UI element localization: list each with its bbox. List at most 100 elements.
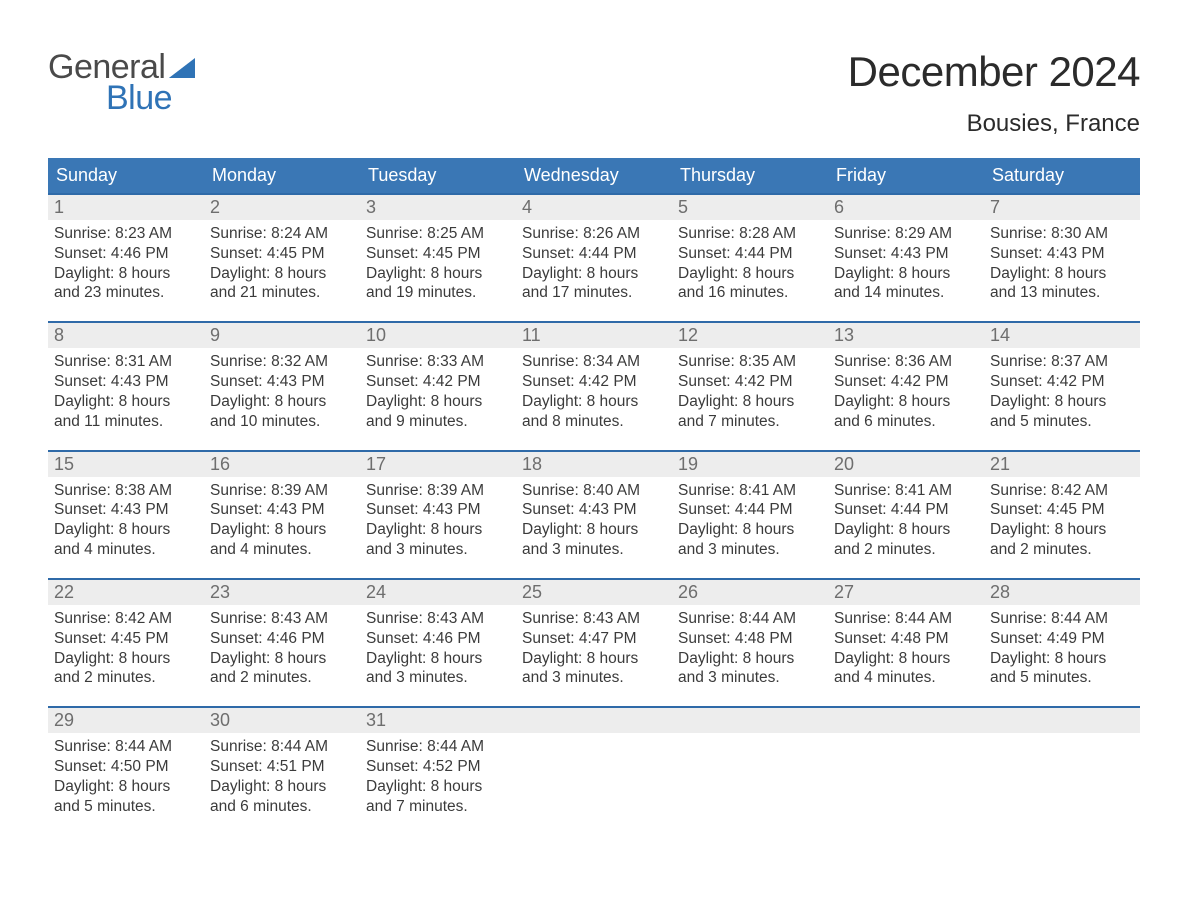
calendar: Sunday Monday Tuesday Wednesday Thursday… [48, 158, 1140, 817]
sunset-text: Sunset: 4:44 PM [678, 500, 822, 520]
daylight-text: Daylight: 8 hours [210, 264, 354, 284]
daylight-text: and 13 minutes. [990, 283, 1134, 303]
day-cell: 6Sunrise: 8:29 AMSunset: 4:43 PMDaylight… [828, 195, 984, 303]
day-content: Sunrise: 8:26 AMSunset: 4:44 PMDaylight:… [516, 220, 672, 303]
daylight-text: and 16 minutes. [678, 283, 822, 303]
day-number: 12 [672, 323, 828, 348]
sunrise-text: Sunrise: 8:24 AM [210, 224, 354, 244]
day-content: Sunrise: 8:24 AMSunset: 4:45 PMDaylight:… [204, 220, 360, 303]
daylight-text: and 7 minutes. [678, 412, 822, 432]
day-cell: 30Sunrise: 8:44 AMSunset: 4:51 PMDayligh… [204, 708, 360, 816]
sunrise-text: Sunrise: 8:32 AM [210, 352, 354, 372]
day-cell: 22Sunrise: 8:42 AMSunset: 4:45 PMDayligh… [48, 580, 204, 688]
sunrise-text: Sunrise: 8:44 AM [678, 609, 822, 629]
day-number: 23 [204, 580, 360, 605]
daylight-text: Daylight: 8 hours [210, 777, 354, 797]
day-number: 29 [48, 708, 204, 733]
sunrise-text: Sunrise: 8:25 AM [366, 224, 510, 244]
sunrise-text: Sunrise: 8:43 AM [210, 609, 354, 629]
day-number: 27 [828, 580, 984, 605]
sunrise-text: Sunrise: 8:23 AM [54, 224, 198, 244]
daylight-text: Daylight: 8 hours [834, 649, 978, 669]
day-content: Sunrise: 8:42 AMSunset: 4:45 PMDaylight:… [48, 605, 204, 688]
day-content: Sunrise: 8:37 AMSunset: 4:42 PMDaylight:… [984, 348, 1140, 431]
day-number: 4 [516, 195, 672, 220]
day-number: 18 [516, 452, 672, 477]
daylight-text: Daylight: 8 hours [678, 649, 822, 669]
day-number: 2 [204, 195, 360, 220]
sunset-text: Sunset: 4:52 PM [366, 757, 510, 777]
sunrise-text: Sunrise: 8:44 AM [366, 737, 510, 757]
sunrise-text: Sunrise: 8:29 AM [834, 224, 978, 244]
daylight-text: Daylight: 8 hours [834, 520, 978, 540]
daylight-text: and 7 minutes. [366, 797, 510, 817]
day-content: Sunrise: 8:40 AMSunset: 4:43 PMDaylight:… [516, 477, 672, 560]
sunset-text: Sunset: 4:47 PM [522, 629, 666, 649]
day-content: Sunrise: 8:29 AMSunset: 4:43 PMDaylight:… [828, 220, 984, 303]
day-content: Sunrise: 8:41 AMSunset: 4:44 PMDaylight:… [828, 477, 984, 560]
daylight-text: and 2 minutes. [54, 668, 198, 688]
day-number: 7 [984, 195, 1140, 220]
daylight-text: and 4 minutes. [54, 540, 198, 560]
day-number: 19 [672, 452, 828, 477]
sunset-text: Sunset: 4:45 PM [366, 244, 510, 264]
sunrise-text: Sunrise: 8:44 AM [990, 609, 1134, 629]
day-cell: 18Sunrise: 8:40 AMSunset: 4:43 PMDayligh… [516, 452, 672, 560]
sunset-text: Sunset: 4:44 PM [834, 500, 978, 520]
sunset-text: Sunset: 4:45 PM [210, 244, 354, 264]
daylight-text: and 11 minutes. [54, 412, 198, 432]
daylight-text: and 3 minutes. [366, 668, 510, 688]
daylight-text: and 3 minutes. [678, 668, 822, 688]
day-cell: 23Sunrise: 8:43 AMSunset: 4:46 PMDayligh… [204, 580, 360, 688]
day-cell: . [516, 708, 672, 816]
day-number: 25 [516, 580, 672, 605]
sunset-text: Sunset: 4:44 PM [522, 244, 666, 264]
daylight-text: Daylight: 8 hours [366, 520, 510, 540]
day-content: Sunrise: 8:44 AMSunset: 4:49 PMDaylight:… [984, 605, 1140, 688]
day-number: 8 [48, 323, 204, 348]
day-content: Sunrise: 8:43 AMSunset: 4:46 PMDaylight:… [360, 605, 516, 688]
day-content: Sunrise: 8:42 AMSunset: 4:45 PMDaylight:… [984, 477, 1140, 560]
flag-icon [169, 58, 195, 78]
daylight-text: and 6 minutes. [210, 797, 354, 817]
daylight-text: Daylight: 8 hours [990, 392, 1134, 412]
daylight-text: Daylight: 8 hours [366, 649, 510, 669]
day-content: Sunrise: 8:32 AMSunset: 4:43 PMDaylight:… [204, 348, 360, 431]
daylight-text: Daylight: 8 hours [54, 264, 198, 284]
week-row: 29Sunrise: 8:44 AMSunset: 4:50 PMDayligh… [48, 706, 1140, 816]
day-cell: 17Sunrise: 8:39 AMSunset: 4:43 PMDayligh… [360, 452, 516, 560]
weekday-header: Monday [204, 158, 360, 193]
sunrise-text: Sunrise: 8:34 AM [522, 352, 666, 372]
day-content: Sunrise: 8:28 AMSunset: 4:44 PMDaylight:… [672, 220, 828, 303]
sunset-text: Sunset: 4:43 PM [54, 500, 198, 520]
day-content: Sunrise: 8:38 AMSunset: 4:43 PMDaylight:… [48, 477, 204, 560]
daylight-text: and 3 minutes. [522, 540, 666, 560]
daylight-text: Daylight: 8 hours [210, 520, 354, 540]
daylight-text: Daylight: 8 hours [522, 649, 666, 669]
sunrise-text: Sunrise: 8:41 AM [678, 481, 822, 501]
daylight-text: and 23 minutes. [54, 283, 198, 303]
daylight-text: and 2 minutes. [834, 540, 978, 560]
daylight-text: and 10 minutes. [210, 412, 354, 432]
day-cell: 8Sunrise: 8:31 AMSunset: 4:43 PMDaylight… [48, 323, 204, 431]
daylight-text: and 2 minutes. [210, 668, 354, 688]
sunset-text: Sunset: 4:42 PM [678, 372, 822, 392]
day-number: 21 [984, 452, 1140, 477]
day-number: 9 [204, 323, 360, 348]
daylight-text: and 6 minutes. [834, 412, 978, 432]
daylight-text: and 5 minutes. [990, 668, 1134, 688]
daylight-text: and 21 minutes. [210, 283, 354, 303]
sunset-text: Sunset: 4:46 PM [54, 244, 198, 264]
day-number: 6 [828, 195, 984, 220]
header: General Blue December 2024 Bousies, Fran… [48, 48, 1140, 152]
daylight-text: and 14 minutes. [834, 283, 978, 303]
day-cell: 4Sunrise: 8:26 AMSunset: 4:44 PMDaylight… [516, 195, 672, 303]
daylight-text: and 4 minutes. [210, 540, 354, 560]
sunset-text: Sunset: 4:45 PM [990, 500, 1134, 520]
day-cell: 5Sunrise: 8:28 AMSunset: 4:44 PMDaylight… [672, 195, 828, 303]
daylight-text: and 4 minutes. [834, 668, 978, 688]
day-cell: 9Sunrise: 8:32 AMSunset: 4:43 PMDaylight… [204, 323, 360, 431]
daylight-text: Daylight: 8 hours [990, 520, 1134, 540]
day-cell: 28Sunrise: 8:44 AMSunset: 4:49 PMDayligh… [984, 580, 1140, 688]
sunrise-text: Sunrise: 8:36 AM [834, 352, 978, 372]
